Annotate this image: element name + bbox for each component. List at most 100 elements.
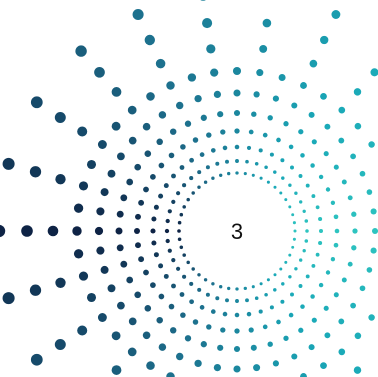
- burst-dot: [283, 335, 289, 341]
- burst-dot: [215, 296, 220, 301]
- burst-dot: [165, 238, 170, 244]
- burst-dot: [288, 253, 292, 257]
- burst-dot: [182, 205, 186, 209]
- burst-dot: [94, 226, 104, 236]
- burst-dot: [234, 128, 240, 134]
- burst-dot: [205, 292, 210, 297]
- burst-dot: [299, 258, 303, 262]
- burst-dot: [248, 129, 254, 135]
- burst-dot: [283, 121, 289, 127]
- burst-dot: [366, 267, 373, 273]
- burst-dot: [153, 204, 159, 210]
- burst-dot: [341, 179, 347, 185]
- burst-dot: [189, 176, 194, 181]
- burst-dot: [179, 212, 184, 217]
- burst-dot: [138, 256, 145, 263]
- burst-dot: [167, 248, 172, 253]
- burst-dot: [245, 159, 249, 164]
- burst-dot: [251, 173, 255, 177]
- burst-dot: [200, 114, 207, 121]
- burst-dot: [281, 282, 285, 286]
- burst-dot: [115, 227, 123, 235]
- burst-dot: [233, 345, 241, 353]
- burst-dot: [189, 299, 194, 305]
- burst-dot: [175, 352, 184, 361]
- burst-dot: [311, 194, 316, 199]
- burst-dot: [158, 111, 167, 119]
- burst-dot: [318, 228, 324, 234]
- burst-dot: [210, 309, 216, 314]
- burst-dot: [116, 244, 124, 252]
- burst-dot: [288, 312, 294, 318]
- burst-dot: [288, 144, 294, 150]
- burst-dot: [368, 314, 375, 321]
- burst-dot: [305, 183, 310, 188]
- burst-dot: [176, 191, 181, 196]
- burst-dot: [210, 148, 216, 153]
- burst-dot: [189, 281, 194, 286]
- burst-dot: [235, 299, 239, 303]
- burst-dot: [351, 245, 357, 251]
- burst-dot: [111, 331, 121, 341]
- burst-dot: [311, 317, 317, 323]
- burst-dot: [205, 165, 210, 170]
- burst-dot: [353, 366, 362, 374]
- burst-dot: [73, 203, 84, 213]
- burst-dot: [197, 185, 201, 189]
- burst-dot: [77, 325, 88, 336]
- burst-dot: [30, 353, 43, 366]
- burst-dot: [182, 183, 187, 188]
- burst-dot: [267, 115, 273, 121]
- burst-dot: [156, 316, 163, 324]
- burst-dot: [72, 226, 82, 236]
- burst-dot: [318, 282, 324, 288]
- burst-dot: [278, 74, 286, 81]
- burst-dot: [169, 327, 177, 334]
- burst-dot: [213, 363, 222, 372]
- burst-dot: [250, 344, 257, 351]
- burst-dot: [135, 213, 141, 220]
- burst-dot: [158, 343, 167, 351]
- burst-dot: [194, 359, 202, 368]
- burst-dot: [197, 287, 202, 292]
- burst-dot: [324, 332, 331, 339]
- burst-dot: [150, 228, 156, 234]
- burst-dot: [197, 273, 201, 277]
- burst-dot: [217, 344, 224, 351]
- burst-dot: [370, 208, 377, 215]
- burst-dot: [253, 364, 261, 372]
- burst-dot: [294, 267, 298, 271]
- burst-dot: [73, 249, 84, 259]
- burst-dot: [78, 181, 89, 191]
- burst-dot: [144, 305, 152, 312]
- burst-dot: [243, 172, 247, 176]
- burst-dot: [132, 8, 144, 21]
- burst-dot: [164, 228, 170, 234]
- burst-dot: [217, 111, 224, 118]
- burst-dot: [158, 263, 164, 269]
- burst-dot: [305, 229, 309, 233]
- burst-dot: [158, 162, 165, 169]
- burst-dot: [347, 261, 353, 267]
- burst-dot: [310, 163, 315, 168]
- burst-dot: [305, 274, 310, 279]
- burst-dot: [273, 185, 277, 189]
- burst-dot: [233, 109, 241, 117]
- burst-dot: [269, 152, 274, 157]
- burst-dot: [202, 18, 213, 29]
- burst-dot: [262, 132, 268, 138]
- burst-dot: [281, 176, 285, 180]
- burst-dot: [262, 324, 268, 330]
- burst-dot: [350, 153, 356, 160]
- burst-dot: [184, 335, 192, 342]
- burst-dot: [135, 242, 141, 249]
- burst-dot: [304, 219, 309, 223]
- burst-dot: [96, 207, 105, 216]
- burst-dot: [259, 44, 268, 53]
- burst-dot: [300, 373, 307, 377]
- burst-dot: [211, 282, 215, 286]
- burst-dot: [126, 276, 134, 284]
- burst-dot: [235, 159, 239, 163]
- burst-dot: [338, 137, 345, 144]
- burst-dot: [167, 209, 172, 214]
